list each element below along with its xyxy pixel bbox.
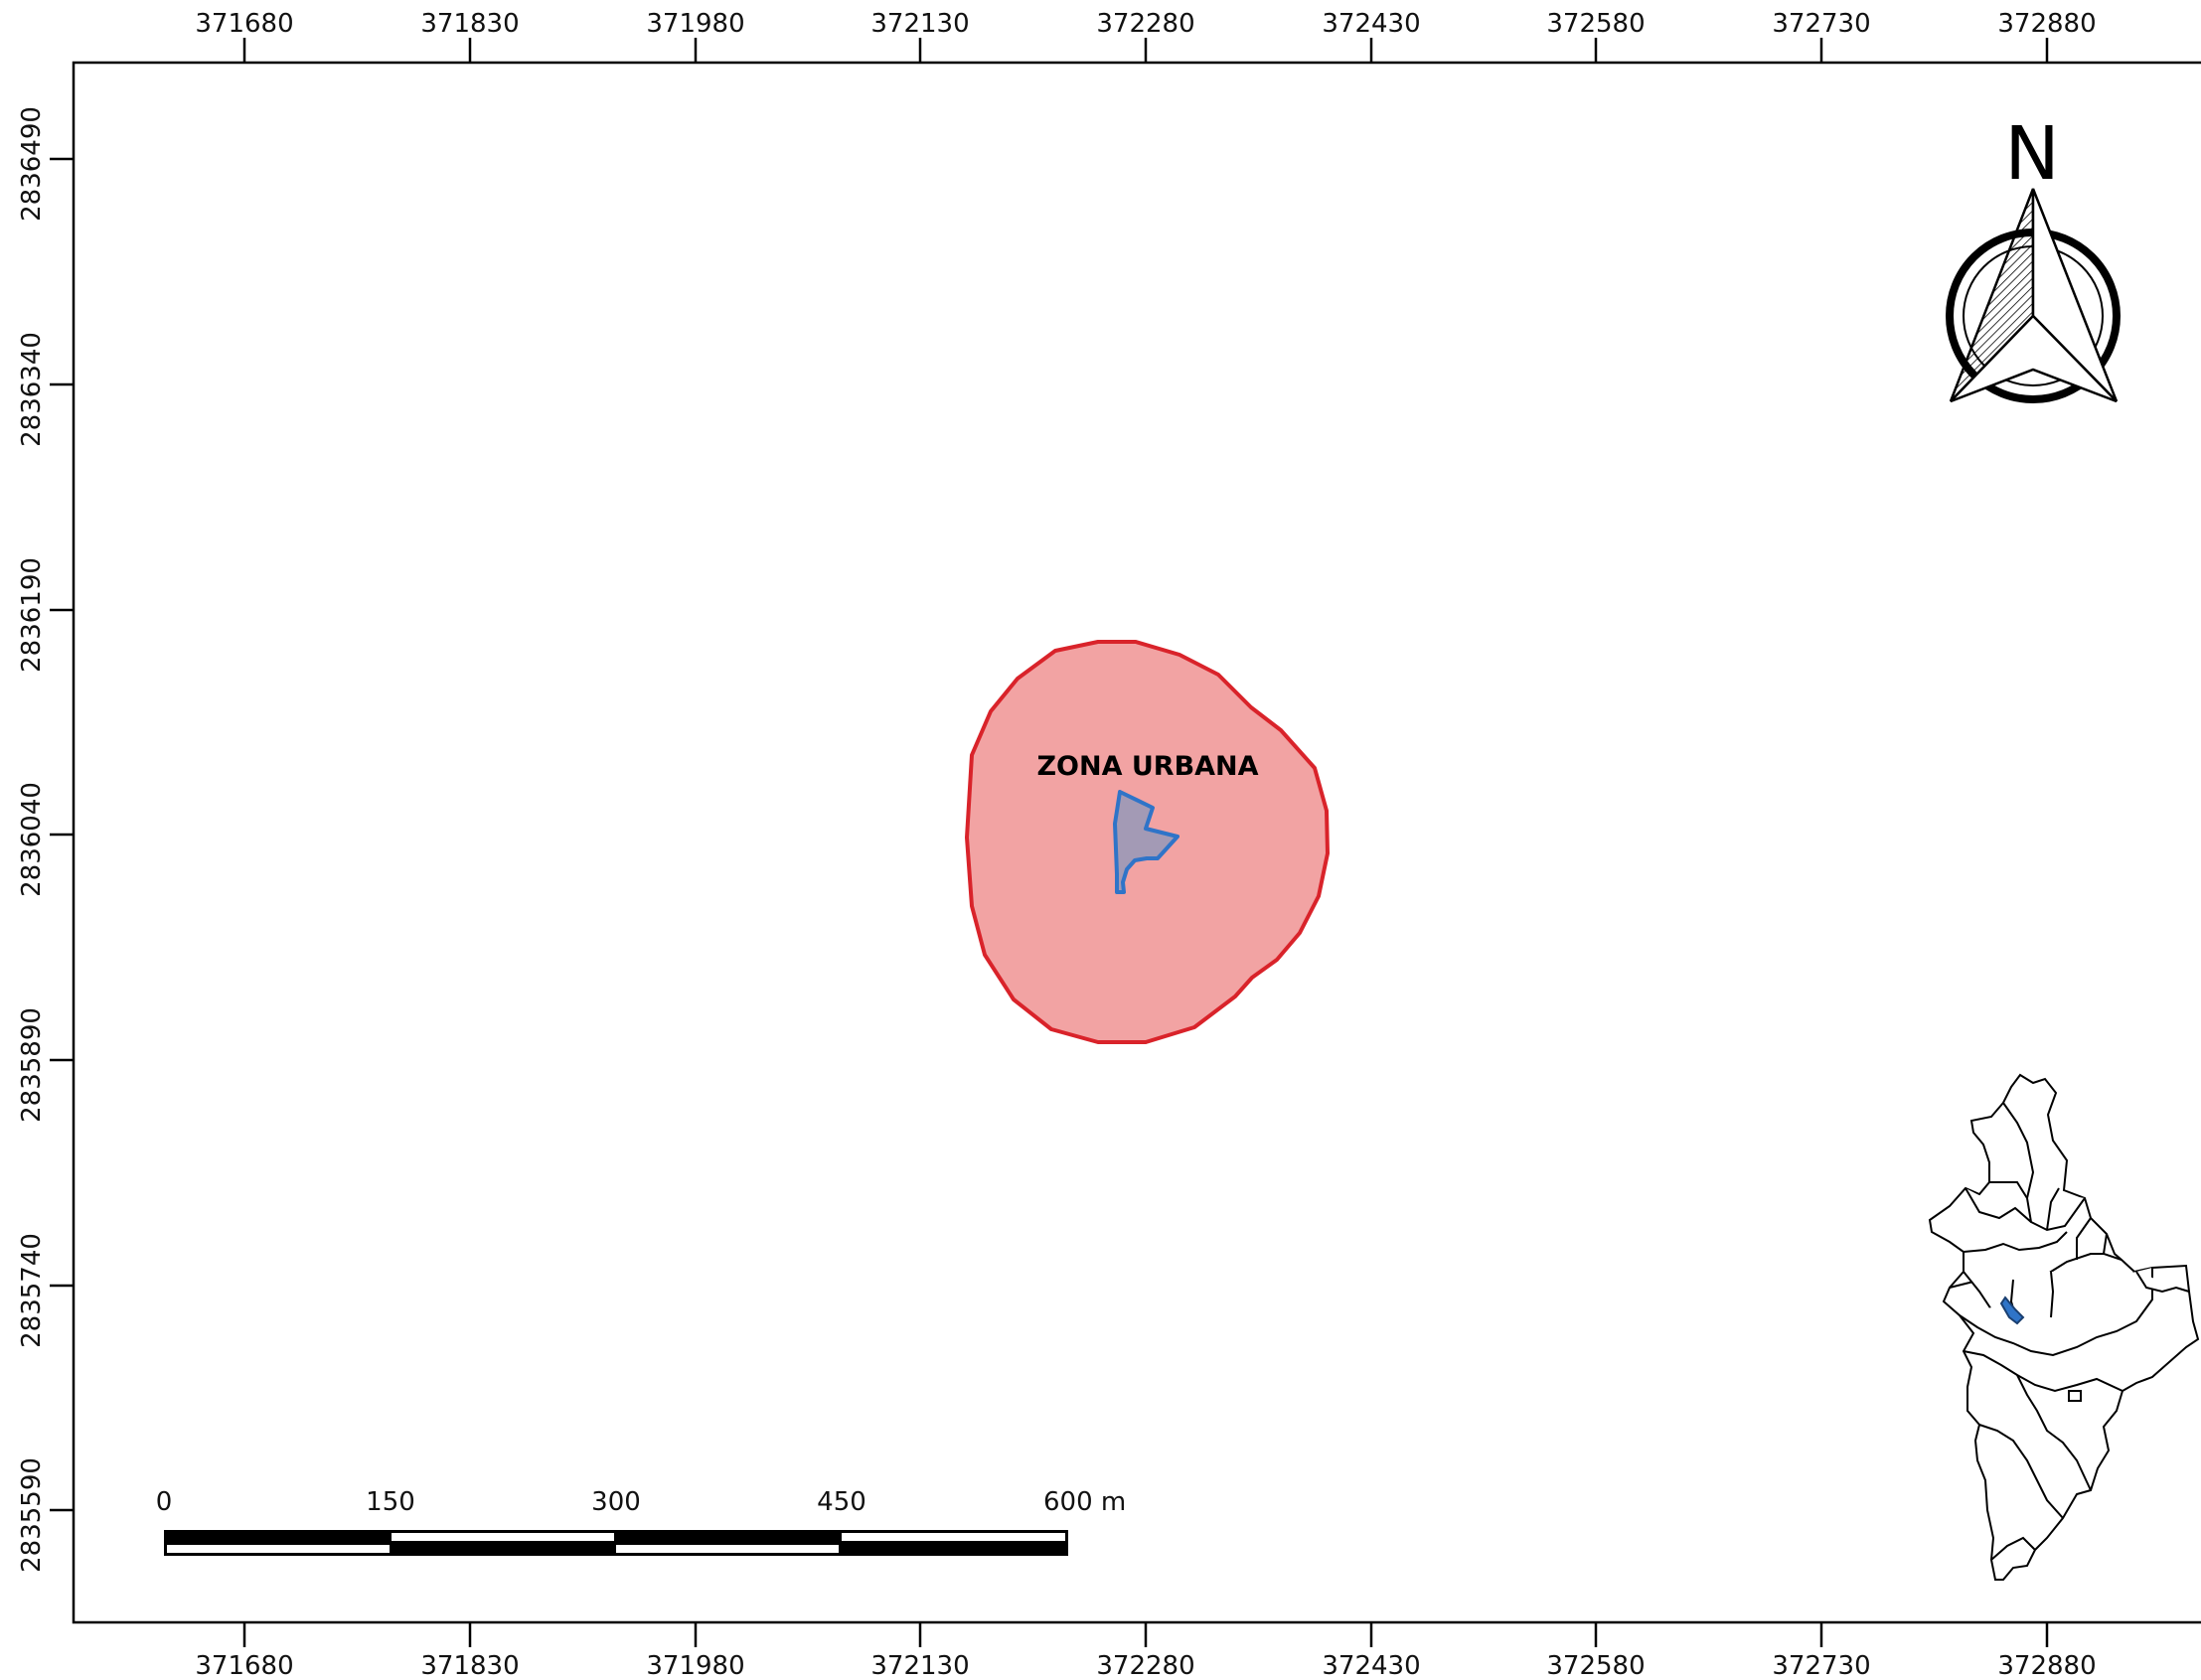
x-tick-label-bottom: 371680 <box>195 1651 293 1680</box>
y-tick-label: 2836040 <box>17 782 47 897</box>
inset-highlight-parcel <box>1999 1296 2025 1325</box>
x-tick-label-top: 372580 <box>1546 9 1645 39</box>
x-tick-label-top: 371830 <box>420 9 519 39</box>
x-tick-label-bottom: 372280 <box>1096 1651 1194 1680</box>
y-tick-label: 2835590 <box>17 1457 47 1573</box>
x-tick-label-top: 372130 <box>870 9 969 39</box>
x-tick-label-bottom: 371830 <box>420 1651 519 1680</box>
x-tick-label-bottom: 372880 <box>1997 1651 2096 1680</box>
scale-label: 150 <box>366 1487 415 1517</box>
x-tick-label-top: 371980 <box>646 9 744 39</box>
x-tick-label-top: 372280 <box>1096 9 1194 39</box>
x-tick-label-bottom: 372580 <box>1546 1651 1645 1680</box>
x-tick-label-top: 372730 <box>1772 9 1870 39</box>
north-letter: N <box>2004 111 2059 197</box>
x-axis-top: 371680 371830 371980 372130 372280 37243… <box>195 9 2097 63</box>
x-tick-label-bottom: 372730 <box>1772 1651 1870 1680</box>
y-tick-label: 2835890 <box>17 1007 47 1123</box>
scale-label: 300 <box>591 1487 641 1517</box>
scale-bar: 0 150 300 450 600 m <box>156 1487 1126 1556</box>
x-tick-label-top: 372430 <box>1322 9 1420 39</box>
urban-parcel[interactable] <box>1113 790 1179 894</box>
x-tick-label-bottom: 372430 <box>1322 1651 1420 1680</box>
zone-label: ZONA URBANA <box>1036 751 1258 782</box>
x-tick-label-top: 371680 <box>195 9 293 39</box>
y-axis-left: 2836490 2836340 2836190 2836040 2835890 … <box>17 106 74 1573</box>
x-axis-bottom: 371680 371830 371980 372130 372280 37243… <box>195 1622 2097 1680</box>
regional-inset-map <box>1928 1073 2200 1581</box>
scale-label: 450 <box>817 1487 866 1517</box>
x-tick-label-bottom: 371980 <box>646 1651 744 1680</box>
y-tick-label: 2836340 <box>17 332 47 447</box>
north-arrow-icon: N <box>1946 111 2121 403</box>
x-tick-label-top: 372880 <box>1997 9 2096 39</box>
y-tick-label: 2836490 <box>17 106 47 222</box>
x-tick-label-bottom: 372130 <box>870 1651 969 1680</box>
scale-label: 600 m <box>1043 1487 1126 1517</box>
scale-label: 0 <box>156 1487 173 1517</box>
y-tick-label: 2835740 <box>17 1233 47 1348</box>
y-tick-label: 2836190 <box>17 557 47 673</box>
